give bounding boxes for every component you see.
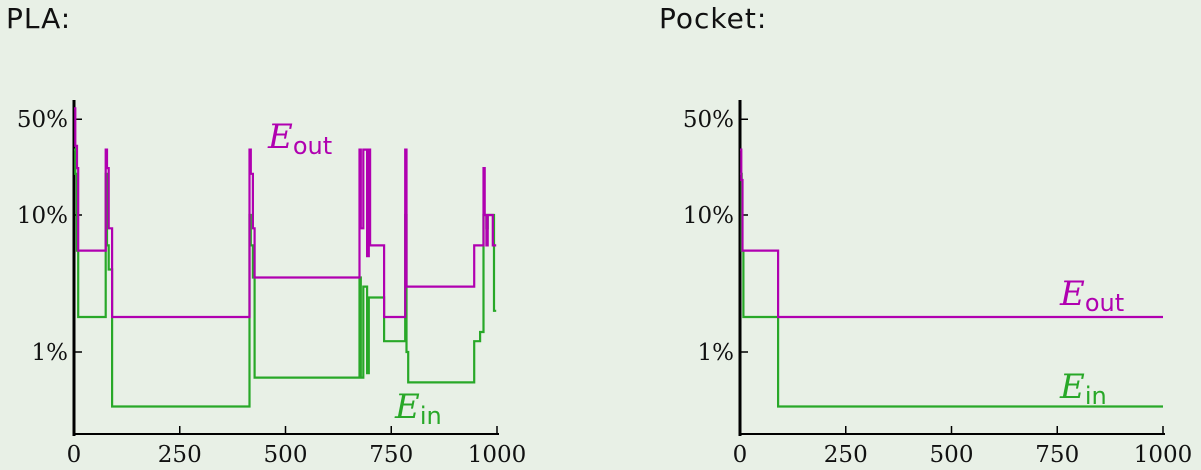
pla-panel-title: PLA: — [6, 2, 72, 35]
x-tick-label: 250 — [158, 442, 202, 468]
x-tick-label: 250 — [824, 442, 868, 468]
x-tick-label: 500 — [264, 442, 308, 468]
x-tick-label: 750 — [369, 442, 413, 468]
y-tick-label: 1% — [32, 340, 69, 366]
series-label-e-in: Ein — [1059, 367, 1107, 410]
x-tick-label: 500 — [930, 442, 974, 468]
series-line-e-out — [74, 107, 497, 319]
y-tick-label: 10% — [683, 203, 734, 229]
series-label-e-out: Eout — [1059, 274, 1124, 317]
y-tick-label: 50% — [17, 107, 68, 133]
series-label-e-out: Eout — [267, 117, 332, 160]
x-tick-label: 0 — [733, 442, 748, 468]
series-line-e-in — [74, 148, 497, 408]
series-label-e-in: Ein — [394, 387, 442, 430]
y-tick-label: 10% — [17, 203, 68, 229]
pocket-plot-area: 0 250 500 750 1000 1% 10% 50% Eout Ein — [683, 100, 1192, 468]
pla-plot-area: 0 250 500 750 1000 1% 10% 50% Eout Ein — [17, 100, 526, 468]
y-tick-label: 1% — [698, 340, 735, 366]
series-line-e-out — [740, 148, 1163, 319]
x-tick-label: 1000 — [1134, 442, 1193, 468]
x-tick-label: 1000 — [468, 442, 527, 468]
y-tick-label: 50% — [683, 107, 734, 133]
pocket-panel-title: Pocket: — [659, 2, 768, 35]
x-tick-label: 750 — [1035, 442, 1079, 468]
x-tick-label: 0 — [67, 442, 82, 468]
